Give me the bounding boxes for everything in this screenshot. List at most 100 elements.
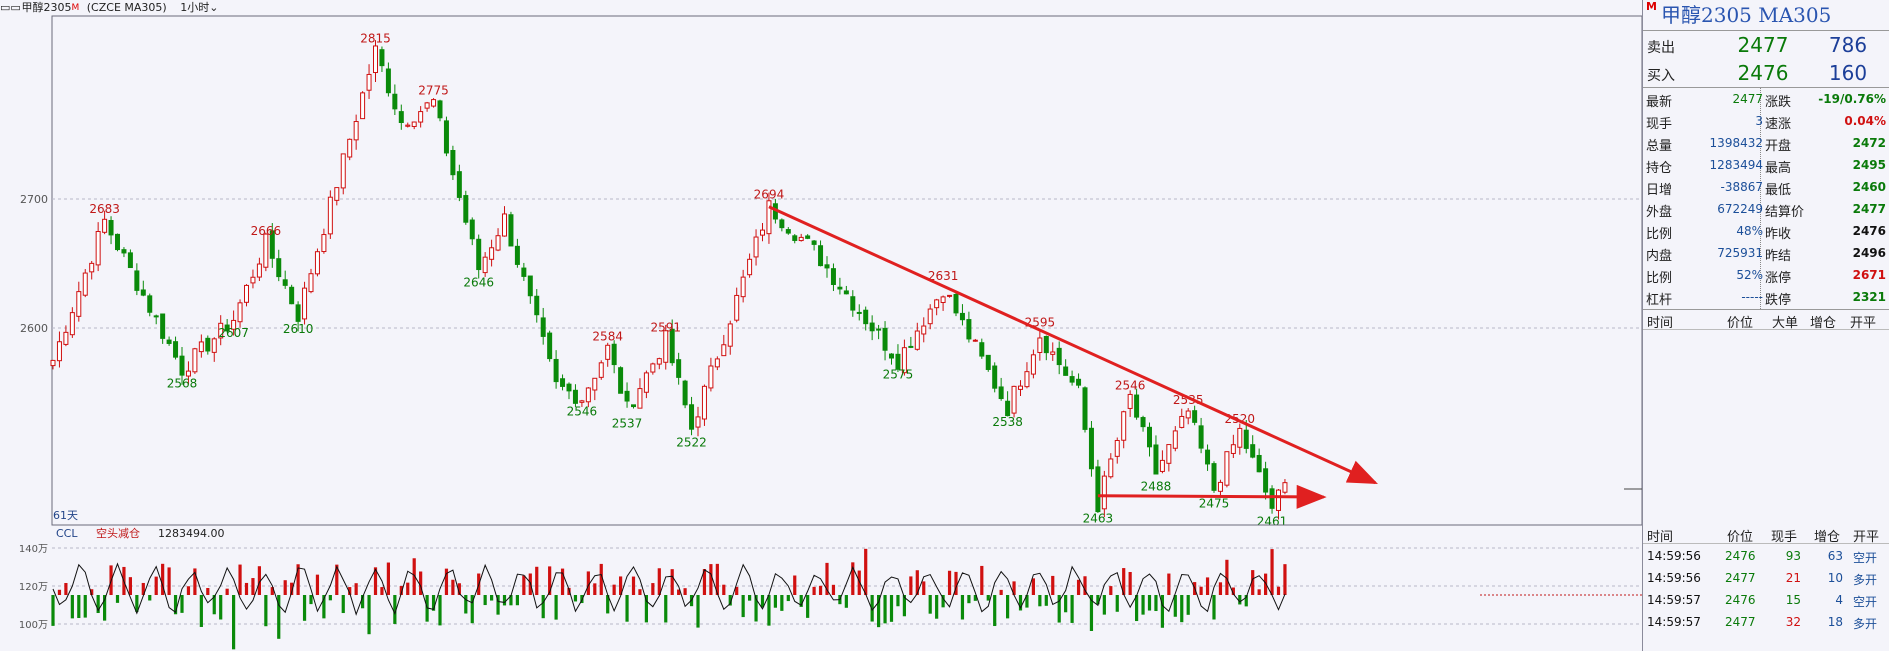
candle <box>1205 449 1211 465</box>
period-selector[interactable]: 1小时⌄ <box>180 0 218 16</box>
trade-row[interactable]: 14:59:56 2476 93 63 空开 <box>1643 544 1889 566</box>
ccl-bar <box>1038 595 1042 607</box>
quote-value: 2671 <box>1852 268 1886 282</box>
trade-row[interactable]: 14:59:56 2477 21 10 多开 <box>1643 566 1889 588</box>
chart-type-icon[interactable]: ▭▭ <box>0 1 21 14</box>
ccl-bar <box>431 595 436 611</box>
ccl-bar <box>257 566 261 595</box>
trade-inc: 4 <box>1835 593 1843 607</box>
ccl-bar <box>1018 595 1023 611</box>
ccl-bar <box>373 567 378 595</box>
candle <box>289 286 295 305</box>
trendline[interactable] <box>768 205 1378 485</box>
candle <box>663 330 669 363</box>
ccl-bar <box>1064 595 1068 613</box>
trade-row[interactable]: 14:59:57 2477 32 18 多开 <box>1643 610 1889 632</box>
candle <box>843 290 849 295</box>
trade-price: 2477 <box>1725 615 1756 629</box>
candle <box>482 256 488 274</box>
kline-chart[interactable]: 2600 2700 61天 2683 2568 2607 2666 2610 2815 2775 2… <box>0 0 1642 651</box>
candle <box>985 354 991 370</box>
ccl-bar <box>851 562 855 595</box>
ccl-bar <box>141 582 145 595</box>
candle <box>605 344 611 360</box>
ccl-bar <box>593 583 597 595</box>
ccl-bar <box>922 581 926 595</box>
trade-price: 2476 <box>1725 593 1756 607</box>
candle <box>927 308 933 325</box>
quote-value: ----- <box>1741 290 1763 304</box>
candle <box>882 327 888 351</box>
ccl-bar <box>1057 595 1061 623</box>
pivot-label: 2463 <box>1083 512 1114 526</box>
candle <box>443 120 449 154</box>
ccl-bar <box>644 595 648 623</box>
ccl-bar <box>115 595 120 603</box>
ticks-col-big: 大单 <box>1772 316 1799 331</box>
y-tick-label: 2600 <box>20 322 48 335</box>
ccl-bar <box>735 586 739 595</box>
candle <box>192 348 198 373</box>
candle <box>56 341 62 362</box>
ask-row[interactable]: 卖出 2477 786 <box>1643 31 1889 59</box>
ccl-bar <box>973 595 977 601</box>
pivot-label: 2461 <box>1257 514 1288 528</box>
ccl-y-tick: 120万 <box>19 582 48 593</box>
ccl-bar <box>677 589 681 595</box>
candle <box>869 322 875 332</box>
candle <box>140 289 146 296</box>
quote-row: 最新 2477 涨跌 -19/0.76% <box>1643 88 1889 110</box>
candle <box>314 251 320 275</box>
chevron-down-icon: ⌄ <box>209 1 219 14</box>
trade-qty: 15 <box>1785 593 1801 607</box>
quote-row: 比例 52% 涨停 2671 <box>1643 264 1889 286</box>
ticks-col-open: 开平 <box>1850 316 1877 331</box>
trendline[interactable] <box>1097 484 1327 509</box>
ccl-bar <box>1122 568 1126 595</box>
candle <box>598 362 604 378</box>
quote-value: 0.04% <box>1844 114 1886 128</box>
ccl-bar <box>212 595 216 615</box>
bid-row[interactable]: 买入 2476 160 <box>1643 59 1889 87</box>
ccl-bar <box>619 576 623 595</box>
candle <box>1237 427 1243 448</box>
trades-col-inc: 增仓 <box>1814 530 1841 545</box>
symbol-name: 甲醇2305 <box>21 1 72 14</box>
candle <box>282 279 288 286</box>
candle <box>721 344 727 357</box>
trade-row[interactable]: 14:59:57 2476 15 4 空开 <box>1643 588 1889 610</box>
ccl-bar <box>148 595 152 601</box>
ccl-bar <box>1031 578 1035 595</box>
quote-label: 比例 <box>1646 227 1673 242</box>
ccl-bar <box>877 595 881 628</box>
pivot-label: 2666 <box>251 224 282 238</box>
ccl-bar <box>96 595 100 614</box>
candle <box>959 312 965 321</box>
candle <box>514 245 520 265</box>
candle <box>921 325 927 335</box>
pivot-label: 2568 <box>167 376 198 390</box>
candle <box>173 341 179 358</box>
ccl-bar <box>1218 582 1223 595</box>
candle <box>1043 335 1049 354</box>
trades-col-price: 价位 <box>1727 530 1754 545</box>
candle <box>82 272 88 296</box>
quote-value: 2496 <box>1852 246 1886 260</box>
ccl-bar <box>283 580 287 595</box>
quote-value: 48% <box>1736 224 1763 238</box>
candle <box>553 358 559 383</box>
ccl-bar <box>464 595 468 614</box>
ccl-bar <box>348 587 352 595</box>
ccl-bar <box>806 595 810 618</box>
trade-time: 14:59:57 <box>1647 615 1701 629</box>
candle <box>366 73 372 91</box>
candle <box>256 263 262 278</box>
ccl-bar <box>386 562 390 595</box>
candle <box>850 296 856 311</box>
candle <box>211 338 217 353</box>
candle <box>618 367 624 394</box>
ccl-bar <box>535 566 539 595</box>
quote-label: 跌停 <box>1765 293 1792 308</box>
ccl-bar <box>1257 589 1261 595</box>
pivot-label: 2595 <box>1025 315 1056 329</box>
